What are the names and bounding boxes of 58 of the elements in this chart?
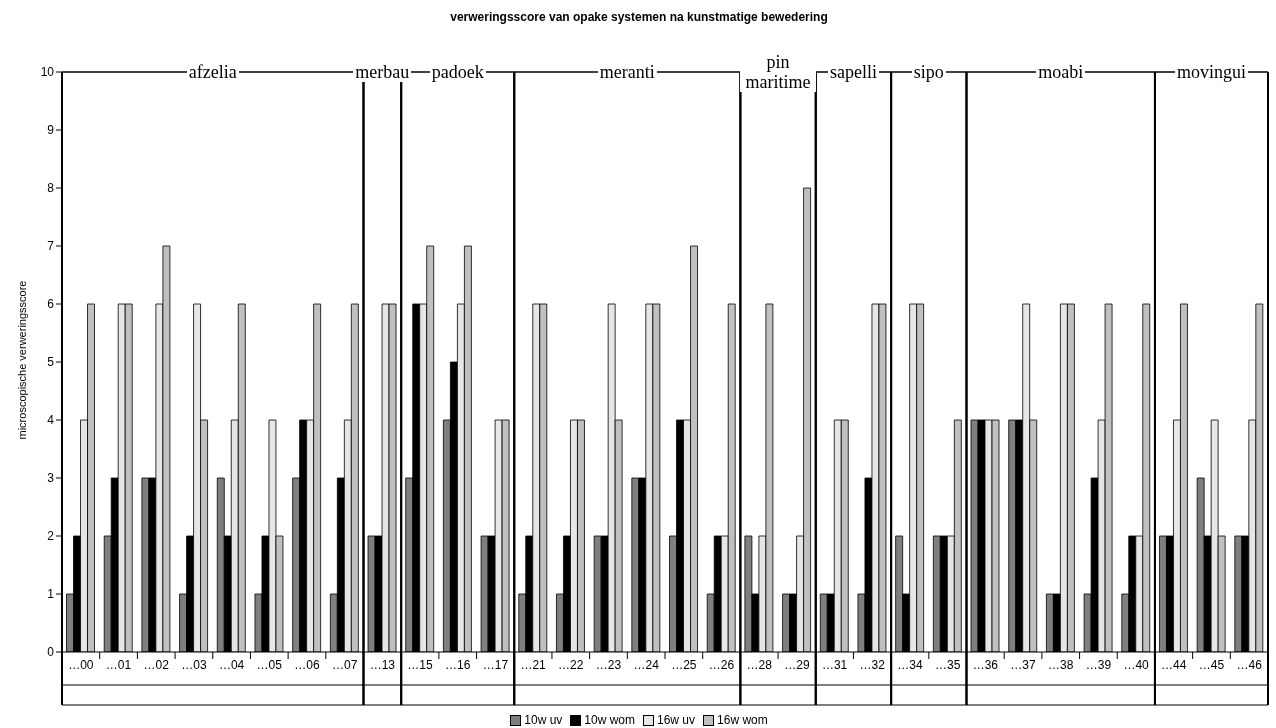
x-tick-label: …00 xyxy=(68,657,94,672)
y-tick-label: 9 xyxy=(47,123,55,138)
x-tick-label: …17 xyxy=(482,657,509,672)
y-axis-title: microscopische verweringsscore xyxy=(16,279,28,442)
x-tick-label: …13 xyxy=(369,657,396,672)
x-tick-label: …29 xyxy=(784,657,810,672)
annotation: pin maritime xyxy=(740,52,816,92)
y-tick-label: 4 xyxy=(47,413,55,428)
x-tick-label: …21 xyxy=(520,657,547,672)
x-tick-label: …24 xyxy=(633,657,660,672)
x-tick-label: …32 xyxy=(859,657,886,672)
x-tick-label: …16 xyxy=(445,657,471,672)
x-tick-label: …26 xyxy=(708,657,735,672)
annotation: sapelli xyxy=(827,62,879,82)
x-tick-label: …45 xyxy=(1198,657,1225,672)
x-tick-label: …01 xyxy=(105,657,132,672)
legend-label: 16w uv xyxy=(656,713,696,727)
x-tick-label: …06 xyxy=(294,657,320,672)
x-tick-label: …40 xyxy=(1123,657,1150,672)
annotation: padoek xyxy=(429,62,486,82)
x-tick-label: …36 xyxy=(972,657,999,672)
annotation: moabi xyxy=(1036,62,1086,82)
annotation: merbau xyxy=(353,62,412,82)
x-tick-label: …07 xyxy=(331,657,358,672)
y-tick-label: 3 xyxy=(47,471,55,486)
y-tick-label: 8 xyxy=(47,181,55,196)
legend-label: 10w wom xyxy=(583,713,635,727)
x-tick-label: …04 xyxy=(218,657,245,672)
x-tick-label: …37 xyxy=(1010,657,1037,672)
y-tick-label: 10 xyxy=(40,65,55,80)
y-tick-label: 6 xyxy=(47,297,55,312)
x-tick-label: …34 xyxy=(897,657,923,672)
x-tick-label: …38 xyxy=(1048,657,1074,672)
annotation: movingui xyxy=(1174,62,1248,82)
x-tick-label: …31 xyxy=(821,657,848,672)
x-tick-label: …23 xyxy=(595,657,622,672)
x-tick-label: …03 xyxy=(181,657,207,672)
x-tick-label: …28 xyxy=(746,657,773,672)
chart-title: verweringsscore van opake systemen na kunstmatige bewedering xyxy=(449,10,829,24)
y-tick-label: 0 xyxy=(47,645,55,660)
y-tick-label: 2 xyxy=(47,529,55,544)
x-tick-label: …44 xyxy=(1161,657,1187,672)
x-tick-label: …25 xyxy=(671,657,697,672)
x-tick-label: …46 xyxy=(1236,657,1263,672)
legend-label: 10w uv xyxy=(523,713,563,727)
annotation: afzelia xyxy=(186,62,239,82)
legend-label: 16w wom xyxy=(716,713,768,727)
annotation: sipo xyxy=(911,62,946,82)
x-tick-label: …05 xyxy=(256,657,283,672)
x-tick-label: …39 xyxy=(1085,657,1112,672)
x-tick-label: …15 xyxy=(407,657,434,672)
x-tick-label: …35 xyxy=(934,657,961,672)
x-tick-label: …02 xyxy=(143,657,170,672)
y-tick-label: 7 xyxy=(47,239,55,254)
y-tick-label: 1 xyxy=(47,587,55,602)
annotation: meranti xyxy=(597,62,657,82)
y-tick-label: 5 xyxy=(47,355,55,370)
x-tick-label: …22 xyxy=(558,657,584,672)
